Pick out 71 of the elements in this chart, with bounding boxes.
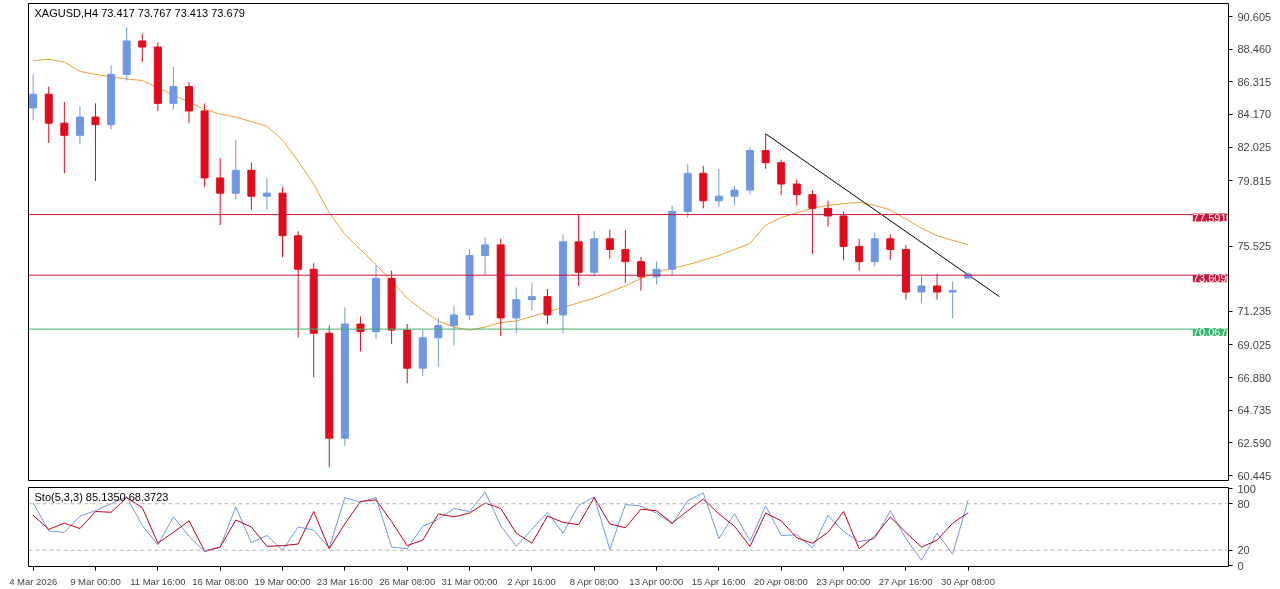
ref-line-label: 70.067: [1192, 326, 1227, 339]
candlestick: [605, 229, 614, 260]
category-label: 31 Mar 00:00: [441, 575, 498, 587]
candlestick: [933, 273, 942, 301]
ref-line-label: 73.609: [1192, 272, 1227, 285]
y-tick-label: 88.460: [1237, 43, 1272, 56]
category-label: 13 Apr 00:00: [629, 575, 684, 587]
candlestick: [777, 159, 786, 196]
y-tick-label: 20: [1237, 544, 1250, 557]
candlestick: [870, 232, 879, 267]
candlestick: [216, 157, 225, 226]
candlestick: [543, 288, 552, 325]
line-series: [32, 491, 969, 561]
candlestick: [636, 256, 645, 292]
candlestick: [621, 229, 630, 284]
category-label: 23 Mar 16:00: [316, 575, 373, 587]
candlestick: [449, 305, 458, 346]
y-tick-label: 62.590: [1237, 436, 1272, 449]
candlestick: [169, 66, 178, 110]
candlestick: [231, 139, 240, 200]
category-label: 8 Apr 08:00: [569, 575, 619, 587]
y-tick-label: 90.605: [1237, 10, 1272, 23]
line-series: [32, 58, 969, 331]
y-tick-label: 86.315: [1237, 75, 1272, 88]
y-tick-label: 79.815: [1237, 174, 1272, 187]
candlestick: [75, 105, 84, 145]
category-label: 2 Apr 16:00: [507, 575, 556, 587]
candlestick: [527, 282, 536, 311]
candlestick: [792, 178, 801, 206]
category-label: 15 Apr 16:00: [691, 575, 746, 587]
chart-title: Sto(5,3,3) 85.1350 68.3723: [34, 490, 169, 503]
y-tick-label: 80: [1237, 497, 1250, 510]
category-label: 27 Apr 16:00: [878, 575, 933, 587]
candlestick: [855, 238, 864, 272]
candlestick: [262, 177, 271, 211]
y-tick-label: 66.880: [1237, 371, 1272, 384]
candlestick: [761, 133, 770, 170]
y-tick-label: 82.025: [1237, 141, 1272, 154]
candlestick: [138, 32, 147, 63]
category-label: 16 Mar 08:00: [192, 575, 249, 587]
category-label: 30 Apr 08:00: [941, 575, 995, 587]
candlestick: [823, 200, 832, 228]
category-label: 4 Mar 2026: [9, 575, 58, 587]
candlestick: [886, 233, 895, 261]
ref-line-label: 77.591: [1192, 211, 1227, 224]
category-label: 9 Mar 00:00: [70, 575, 121, 587]
category-label: 19 Mar 00:00: [254, 575, 311, 587]
candlestick: [730, 185, 739, 206]
candlestick: [60, 101, 69, 174]
y-tick-label: 0: [1237, 559, 1244, 572]
candlestick: [917, 274, 926, 304]
candlestick: [29, 73, 38, 121]
y-tick-label: 69.025: [1237, 338, 1272, 351]
y-tick-label: 60.445: [1237, 469, 1272, 482]
category-label: 20 Apr 08:00: [754, 575, 808, 587]
y-tick-label: 100: [1237, 482, 1256, 495]
candlestick: [808, 189, 817, 255]
candlestick: [481, 236, 490, 276]
candlestick: [512, 287, 521, 334]
chart-title: XAGUSD,H4 73.417 73.767 73.413 73.679: [34, 6, 245, 19]
category-label: 11 Mar 16:00: [130, 575, 186, 587]
y-tick-label: 71.235: [1237, 305, 1272, 318]
candlestick: [91, 102, 100, 182]
y-tick-label: 75.525: [1237, 240, 1272, 253]
y-tick-label: 84.170: [1237, 108, 1272, 121]
candlestick: [714, 168, 723, 208]
category-label: 23 Apr 00:00: [816, 575, 871, 587]
category-label: 26 Mar 08:00: [379, 575, 436, 587]
candlestick: [948, 280, 957, 319]
candlestick: [434, 317, 443, 368]
y-tick-label: 64.735: [1237, 404, 1272, 417]
